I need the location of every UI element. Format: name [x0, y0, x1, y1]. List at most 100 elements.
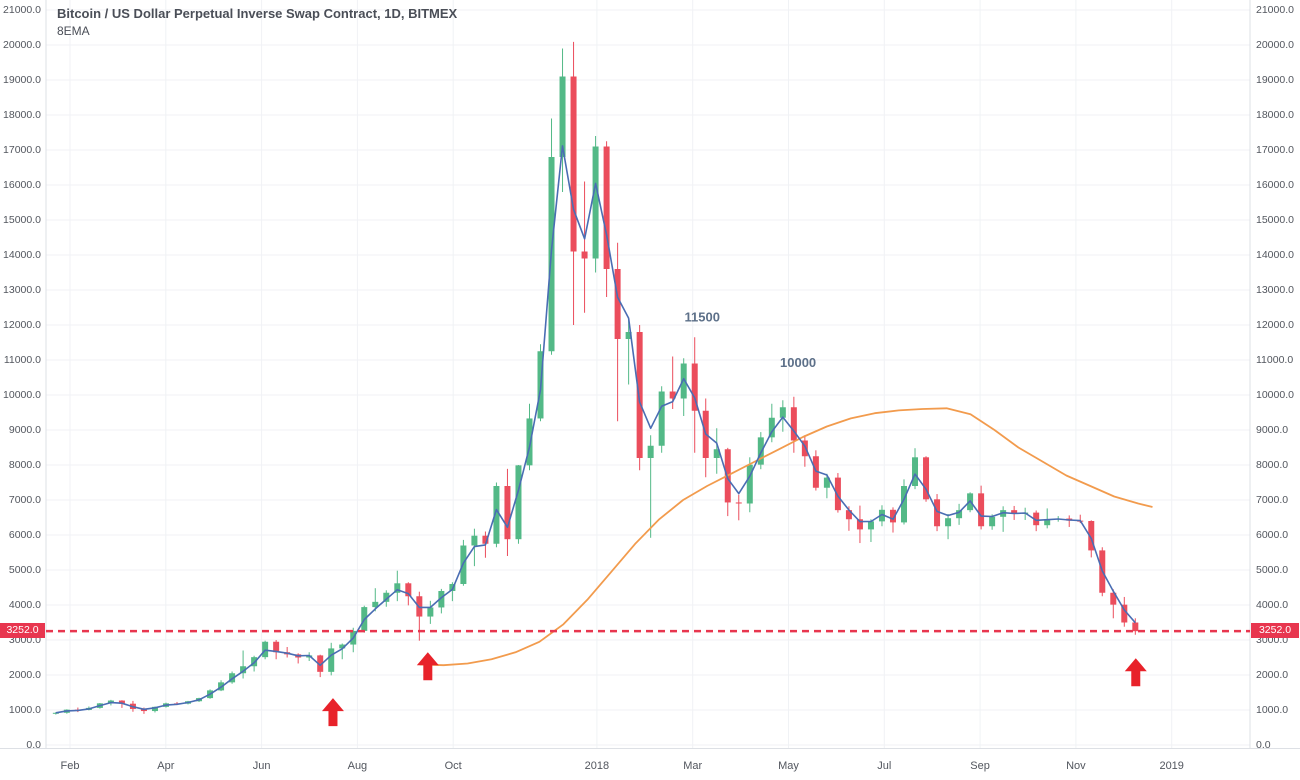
candle-body	[273, 641, 280, 653]
y-axis-label: 18000.0	[3, 109, 41, 121]
y-axis-label: 2000.0	[1256, 669, 1289, 681]
ema-8-line[interactable]	[55, 145, 1136, 714]
y-axis-label: 5000.0	[1256, 564, 1289, 576]
y-axis-label: 4000.0	[8, 599, 41, 611]
y-axis-label: 10000.0	[3, 389, 41, 401]
x-axis-label: Aug	[347, 760, 368, 772]
candle-body	[526, 418, 533, 466]
y-axis-label: 7000.0	[8, 494, 41, 506]
candle-body	[1088, 521, 1095, 551]
x-axis-label: May	[778, 760, 799, 772]
candle-body	[823, 477, 830, 488]
candle-body	[229, 673, 236, 683]
candle-body	[405, 583, 412, 597]
x-axis-label: Feb	[60, 760, 80, 772]
candle-body	[240, 666, 247, 674]
candle-body	[559, 76, 566, 157]
price-text-annotation[interactable]: 11500	[685, 310, 720, 325]
y-axis-label: 4000.0	[1256, 599, 1289, 611]
candle-body	[945, 518, 952, 527]
candle-body	[867, 521, 874, 530]
y-axis-label: 9000.0	[8, 424, 41, 436]
y-axis-label: 7000.0	[1256, 494, 1289, 506]
candle-body	[1110, 592, 1117, 605]
y-axis-label: 19000.0	[3, 74, 41, 86]
candle-body	[845, 510, 852, 520]
candle-body	[118, 700, 125, 704]
candle-body	[372, 601, 379, 608]
x-axis-label: 2019	[1159, 760, 1184, 772]
candle-body	[757, 437, 764, 465]
candle-body	[878, 509, 885, 522]
candle-body	[834, 477, 841, 511]
candle-body	[746, 464, 753, 504]
candle-body	[482, 535, 489, 544]
y-axis-label: 16000.0	[1256, 179, 1294, 191]
y-axis-label: 18000.0	[1256, 109, 1294, 121]
y-axis-label: 10000.0	[1256, 389, 1294, 401]
candle-body	[328, 648, 335, 672]
candle-body	[636, 332, 643, 458]
y-axis-label: 8000.0	[1256, 459, 1289, 471]
candlestick-series	[52, 41, 1139, 715]
candle-body	[680, 363, 687, 399]
x-axis-label: Jul	[877, 760, 892, 772]
candle-body	[934, 499, 941, 527]
candle-body	[515, 465, 522, 540]
candle-body	[151, 706, 158, 712]
arrow-up-marker[interactable]	[1124, 658, 1147, 687]
candle-body	[647, 445, 654, 458]
candle-body	[317, 655, 324, 672]
candle-body	[625, 332, 632, 339]
y-axis-label: 12000.0	[1256, 319, 1294, 331]
y-axis-label: 6000.0	[1256, 529, 1289, 541]
candle-body	[438, 591, 445, 608]
y-axis-label: 9000.0	[1256, 424, 1289, 436]
candle-body	[713, 449, 720, 458]
y-axis-label: 8000.0	[8, 459, 41, 471]
slow-ma-line[interactable]	[419, 407, 1153, 667]
x-axis-label: Jun	[252, 760, 271, 772]
candle-body	[52, 712, 59, 714]
candle-body	[658, 391, 665, 446]
y-axis-label: 1000.0	[8, 704, 41, 716]
candle-body	[1132, 622, 1139, 632]
y-axis-label: 5000.0	[8, 564, 41, 576]
last-price-label-left: 3252.0	[0, 623, 45, 639]
symbol-title[interactable]: Bitcoin / US Dollar Perpetual Inverse Sw…	[57, 6, 458, 21]
price-text-annotation[interactable]: 10000	[780, 355, 816, 370]
y-axis-label: 19000.0	[1256, 74, 1294, 86]
y-axis-label: 2000.0	[8, 669, 41, 681]
candle-body	[1121, 604, 1128, 623]
candle-body	[339, 644, 346, 649]
candle-body	[956, 510, 963, 519]
y-axis-label: 13000.0	[3, 284, 41, 296]
candle-body	[504, 486, 511, 540]
chart-legend: Bitcoin / US Dollar Perpetual Inverse Sw…	[57, 6, 457, 38]
candle-body	[901, 486, 908, 523]
left-price-axis[interactable]: 0.0 1000.0 2000.0 3000.0 4000.0 5000.0 6000.0 7…	[0, 0, 46, 751]
candle-body	[581, 251, 588, 259]
candle-body	[912, 457, 919, 486]
y-axis-label: 14000.0	[1256, 249, 1294, 261]
candle-body	[394, 583, 401, 593]
y-axis-label: 21000.0	[3, 4, 41, 16]
candle-body	[592, 146, 599, 259]
candle-body	[1033, 512, 1040, 526]
indicator-label[interactable]: 8EMA	[57, 24, 90, 38]
arrow-up-marker[interactable]	[321, 698, 344, 727]
arrow-up-marker[interactable]	[416, 652, 439, 681]
candle-body	[812, 456, 819, 488]
y-axis-label: 15000.0	[1256, 214, 1294, 226]
candle-body	[779, 407, 786, 418]
candle-body	[603, 146, 610, 269]
candle-body	[889, 509, 896, 523]
y-axis-label: 6000.0	[8, 529, 41, 541]
y-axis-label: 21000.0	[1256, 4, 1294, 16]
time-axis[interactable]: Feb Apr Jun Aug Oct 2018 Mar May Jul Sep Nov 2019	[0, 748, 1300, 780]
y-axis-label: 14000.0	[3, 249, 41, 261]
candle-body	[471, 535, 478, 546]
y-axis-label: 13000.0	[1256, 284, 1294, 296]
